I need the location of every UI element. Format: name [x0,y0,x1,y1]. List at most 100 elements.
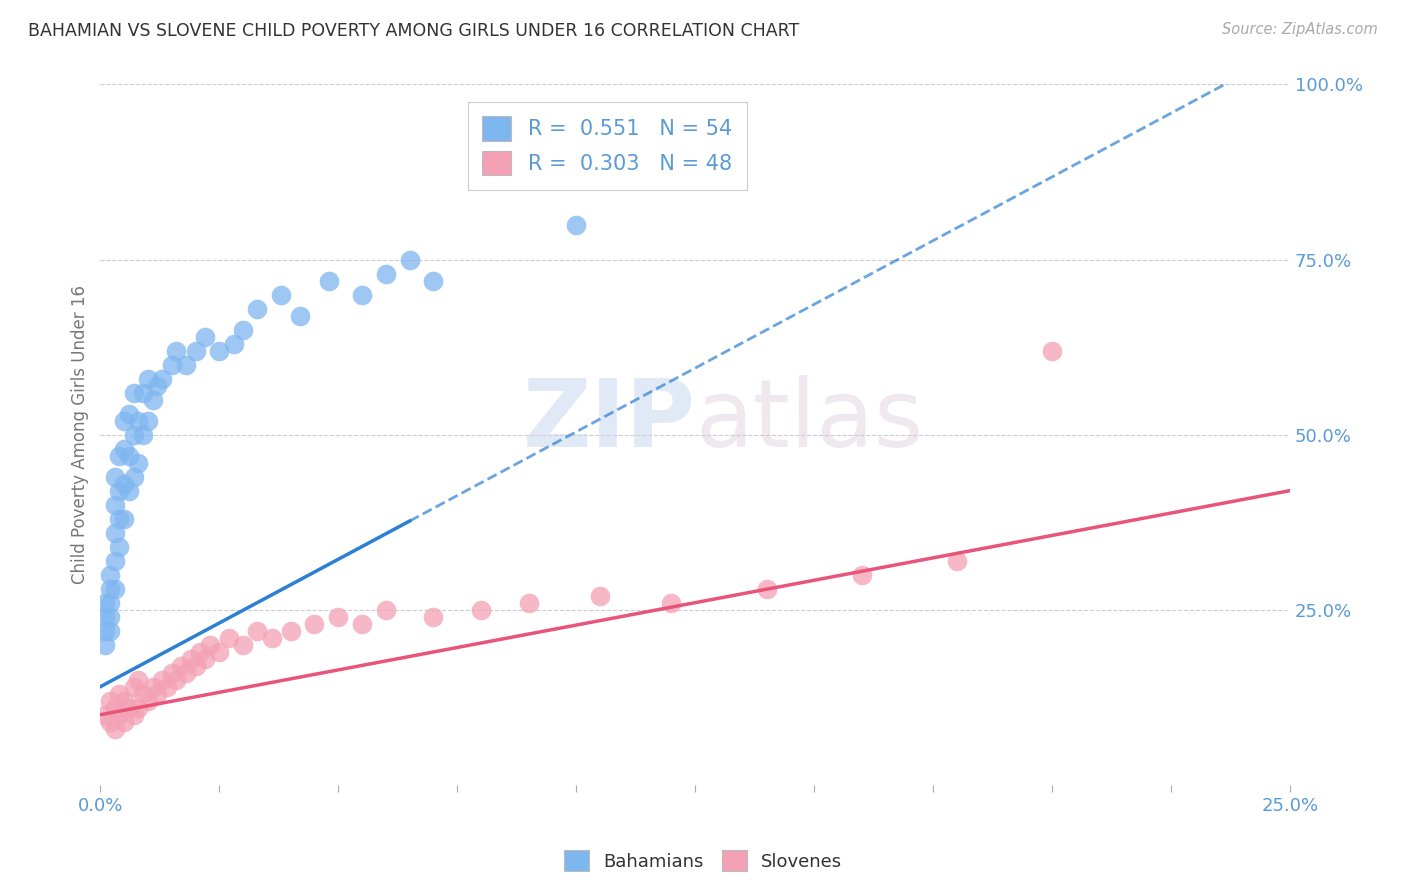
Point [517,596,540,610]
Point [194,329,217,343]
Point [104,582,127,596]
Point [142,680,165,694]
Point [94,707,117,722]
Point [104,722,127,736]
Point [208,645,231,659]
Point [422,273,444,287]
Point [122,385,145,400]
Point [328,609,350,624]
Point [108,449,131,463]
Point [374,602,396,616]
Point [112,476,135,491]
Point [132,687,155,701]
Point [104,700,127,714]
Point [98,609,121,624]
Point [851,567,873,582]
Point [208,343,231,358]
Point [146,687,169,701]
Point [94,638,117,652]
Point [98,694,121,708]
Point [108,540,131,554]
Point [136,694,159,708]
Point [422,609,444,624]
Point [104,525,127,540]
Point [565,218,588,232]
Point [127,456,149,470]
Point [132,427,155,442]
Point [188,645,211,659]
Point [98,582,121,596]
Point [156,680,179,694]
Point [180,651,202,665]
Point [280,624,302,638]
Point [127,700,149,714]
Text: BAHAMIAN VS SLOVENE CHILD POVERTY AMONG GIRLS UNDER 16 CORRELATION CHART: BAHAMIAN VS SLOVENE CHILD POVERTY AMONG … [28,22,800,40]
Point [118,700,141,714]
Point [94,609,117,624]
Point [122,707,145,722]
Point [112,714,135,729]
Point [246,301,269,316]
Point [194,651,217,665]
Point [104,469,127,483]
Point [108,511,131,525]
Point [232,322,254,336]
Text: atlas: atlas [695,375,924,467]
Point [112,511,135,525]
Text: Source: ZipAtlas.com: Source: ZipAtlas.com [1222,22,1378,37]
Point [198,638,221,652]
Point [218,631,240,645]
Point [174,358,197,372]
Point [136,414,159,428]
Point [160,665,183,680]
Point [374,267,396,281]
Point [122,469,145,483]
Point [108,483,131,498]
Point [232,638,254,652]
Point [112,442,135,456]
Point [352,616,374,631]
Point [290,309,312,323]
Point [174,665,197,680]
Text: ZIP: ZIP [522,375,695,467]
Point [184,658,207,673]
Point [260,631,283,645]
Point [222,336,245,351]
Point [118,449,141,463]
Point [184,343,207,358]
Point [94,624,117,638]
Point [661,596,683,610]
Point [166,343,188,358]
Point [589,589,612,603]
Point [470,602,492,616]
Point [127,673,149,687]
Point [136,371,159,385]
Point [122,427,145,442]
Point [108,687,131,701]
Point [398,252,420,267]
Point [270,287,292,301]
Y-axis label: Child Poverty Among Girls Under 16: Child Poverty Among Girls Under 16 [72,285,89,584]
Point [104,498,127,512]
Point [304,616,326,631]
Point [112,414,135,428]
Point [352,287,374,301]
Point [146,378,169,392]
Point [127,414,149,428]
Point [94,596,117,610]
Point [150,673,173,687]
Point [112,694,135,708]
Point [98,567,121,582]
Point [246,624,269,638]
Point [160,358,183,372]
Point [98,596,121,610]
Point [122,680,145,694]
Point [142,392,165,407]
Point [755,582,778,596]
Point [318,273,340,287]
Point [108,707,131,722]
Point [132,385,155,400]
Legend: R =  0.551   N = 54, R =  0.303   N = 48: R = 0.551 N = 54, R = 0.303 N = 48 [468,102,747,190]
Point [170,658,193,673]
Point [150,371,173,385]
